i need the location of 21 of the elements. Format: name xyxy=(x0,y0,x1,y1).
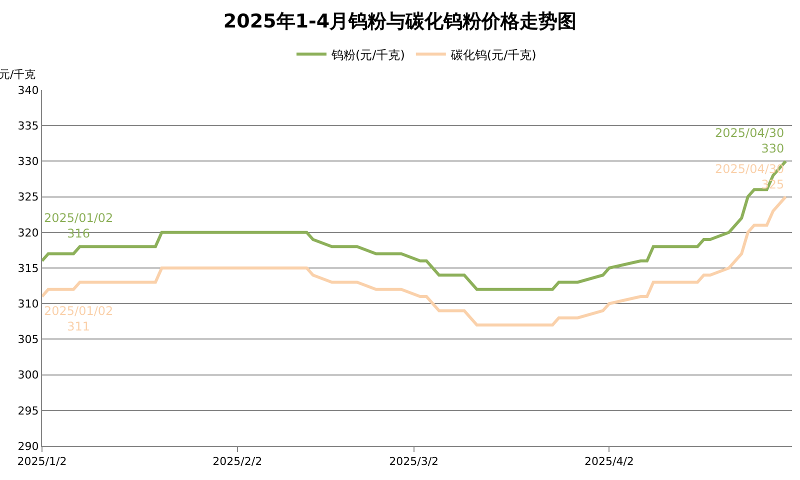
x-tick-label: 2025/2/2 xyxy=(212,455,262,468)
x-tick-label: 2025/3/2 xyxy=(389,455,439,468)
y-tick-label: 300 xyxy=(18,368,39,382)
y-tick-label: 310 xyxy=(18,297,39,310)
y-tick-label: 295 xyxy=(18,404,39,418)
y-tick-label: 305 xyxy=(18,333,39,346)
legend-label: 钨粉(元/千克) xyxy=(330,48,405,62)
x-tick-label: 2025/4/2 xyxy=(584,455,634,468)
y-tick-label: 340 xyxy=(18,84,39,97)
chart-title: 2025年1-4月钨粉与碳化钨粉价格走势图 xyxy=(223,10,577,33)
y-tick-label: 335 xyxy=(18,119,39,132)
y-tick-label: 315 xyxy=(18,262,39,275)
y-tick-label: 325 xyxy=(18,190,39,204)
y-tick-label: 330 xyxy=(18,155,39,168)
y-tick-label: 290 xyxy=(18,440,39,453)
x-tick-label: 2025/1/2 xyxy=(17,455,67,468)
legend-label: 碳化钨(元/千克) xyxy=(450,48,536,62)
annotation: 2025/04/30 330 xyxy=(715,126,784,156)
annotation: 2025/01/02 311 xyxy=(44,304,114,334)
line-series xyxy=(42,160,788,291)
y-tick-label: 320 xyxy=(18,226,39,240)
